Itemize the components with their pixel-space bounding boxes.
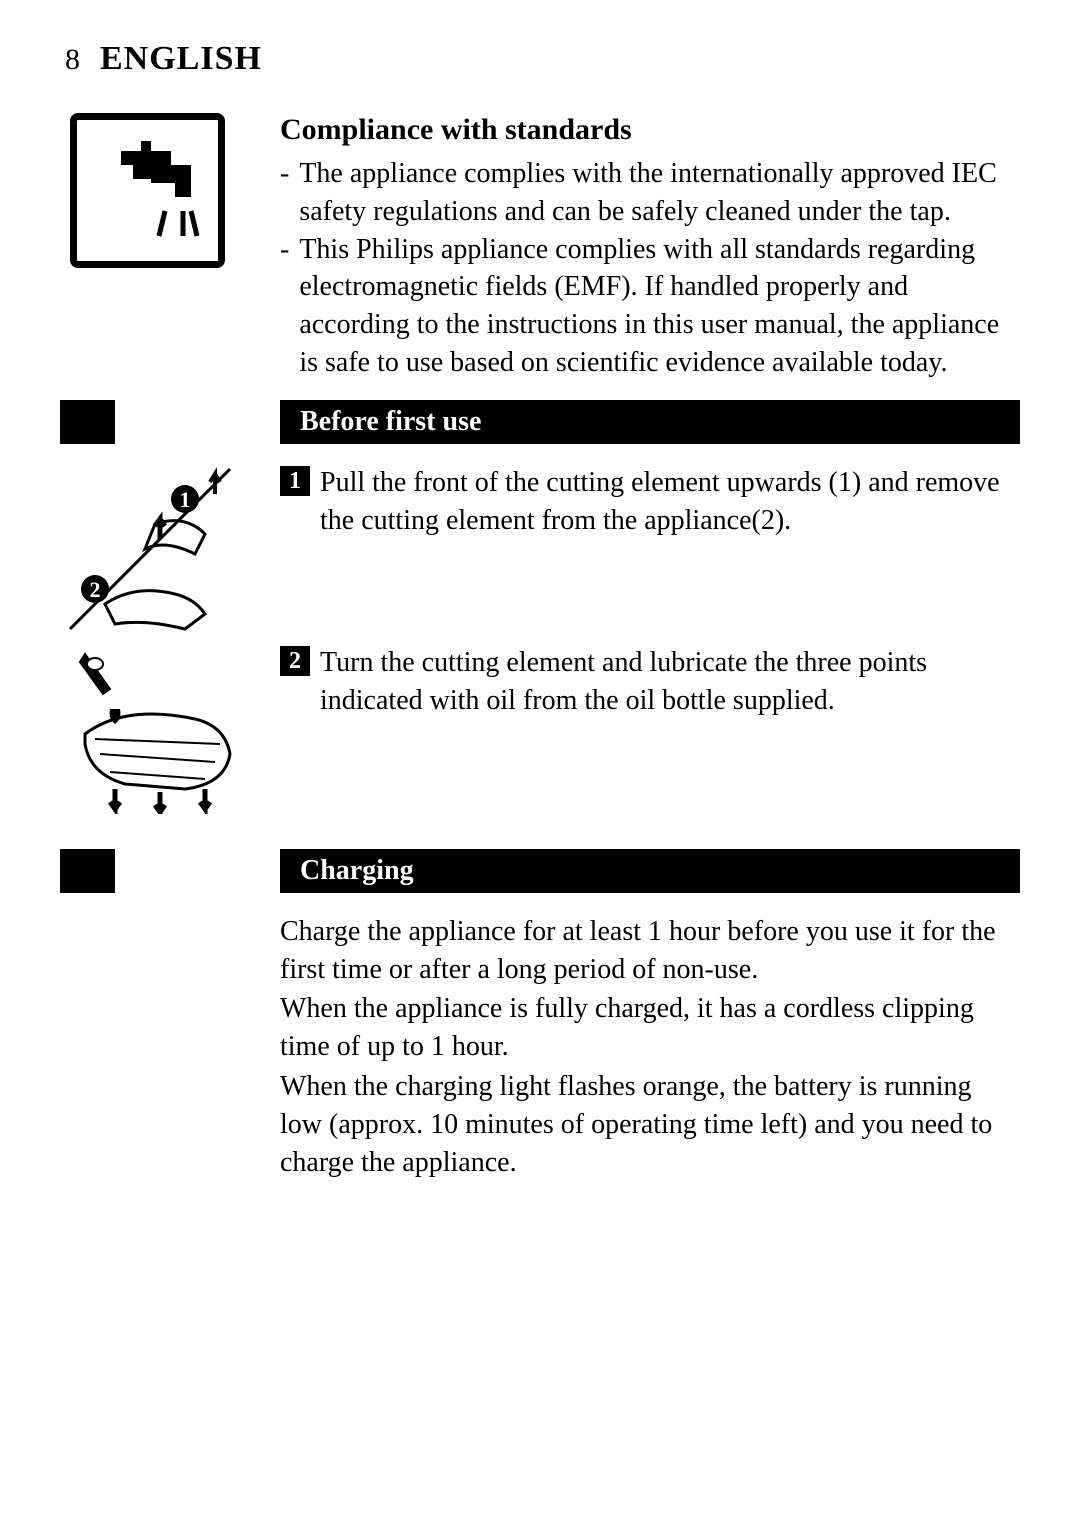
svg-text:2: 2 (90, 577, 101, 602)
step-text: Turn the cutting element and lubricate t… (320, 644, 1010, 720)
before-first-use-heading: Before first use (280, 400, 1020, 444)
compliance-bullet: - This Philips appliance complies with a… (280, 231, 1010, 382)
step-number-badge: 1 (280, 466, 310, 496)
page-number: 8 (65, 43, 80, 77)
compliance-heading: Compliance with standards (280, 113, 1010, 147)
svg-text:1: 1 (180, 487, 191, 512)
charging-text: Charge the appliance for at least 1 hour… (280, 913, 1020, 1184)
step-1-illustration-col: 1 2 (60, 464, 255, 634)
charging-paragraph: When the charging light flashes orange, … (280, 1068, 1010, 1181)
remove-cutting-element-illustration: 1 2 (65, 464, 235, 634)
compliance-bullet: - The appliance complies with the intern… (280, 155, 1010, 231)
compliance-text-column: Compliance with standards - The applianc… (280, 113, 1020, 382)
bullet-dash: - (280, 231, 289, 382)
charging-bar-row: Charging (60, 849, 1020, 893)
language-title: ENGLISH (100, 40, 262, 78)
charging-paragraph: When the appliance is fully charged, it … (280, 990, 1010, 1066)
step-1-row: 1 2 1 Pull the front of the cutting elem… (60, 464, 1020, 634)
bullet-text: The appliance complies with the internat… (299, 155, 1010, 231)
bullet-dash: - (280, 155, 289, 231)
step-text: Pull the front of the cutting element up… (320, 464, 1010, 540)
compliance-section: Compliance with standards - The applianc… (60, 113, 1020, 382)
lubricate-illustration (65, 644, 235, 814)
charging-left-spacer (60, 913, 255, 1184)
step-number-badge: 2 (280, 646, 310, 676)
step-2-illustration-col (60, 644, 255, 814)
step-1-text: 1 Pull the front of the cutting element … (280, 464, 1020, 634)
charging-paragraph: Charge the appliance for at least 1 hour… (280, 913, 1010, 989)
charging-heading: Charging (280, 849, 1020, 893)
manual-page: 8 ENGLISH Compliance with standards (0, 0, 1080, 1233)
compliance-icon-column (60, 113, 255, 382)
bar-accent (60, 400, 115, 444)
numbered-step: 1 Pull the front of the cutting element … (280, 464, 1010, 540)
before-first-use-bar-row: Before first use (60, 400, 1020, 444)
numbered-step: 2 Turn the cutting element and lubricate… (280, 644, 1010, 720)
step-2-text: 2 Turn the cutting element and lubricate… (280, 644, 1020, 814)
bar-accent (60, 849, 115, 893)
page-header: 8 ENGLISH (65, 40, 1020, 78)
tap-water-safe-icon (70, 113, 225, 268)
charging-section: Charge the appliance for at least 1 hour… (60, 913, 1020, 1184)
bullet-text: This Philips appliance complies with all… (299, 231, 1010, 382)
step-2-row: 2 Turn the cutting element and lubricate… (60, 644, 1020, 814)
